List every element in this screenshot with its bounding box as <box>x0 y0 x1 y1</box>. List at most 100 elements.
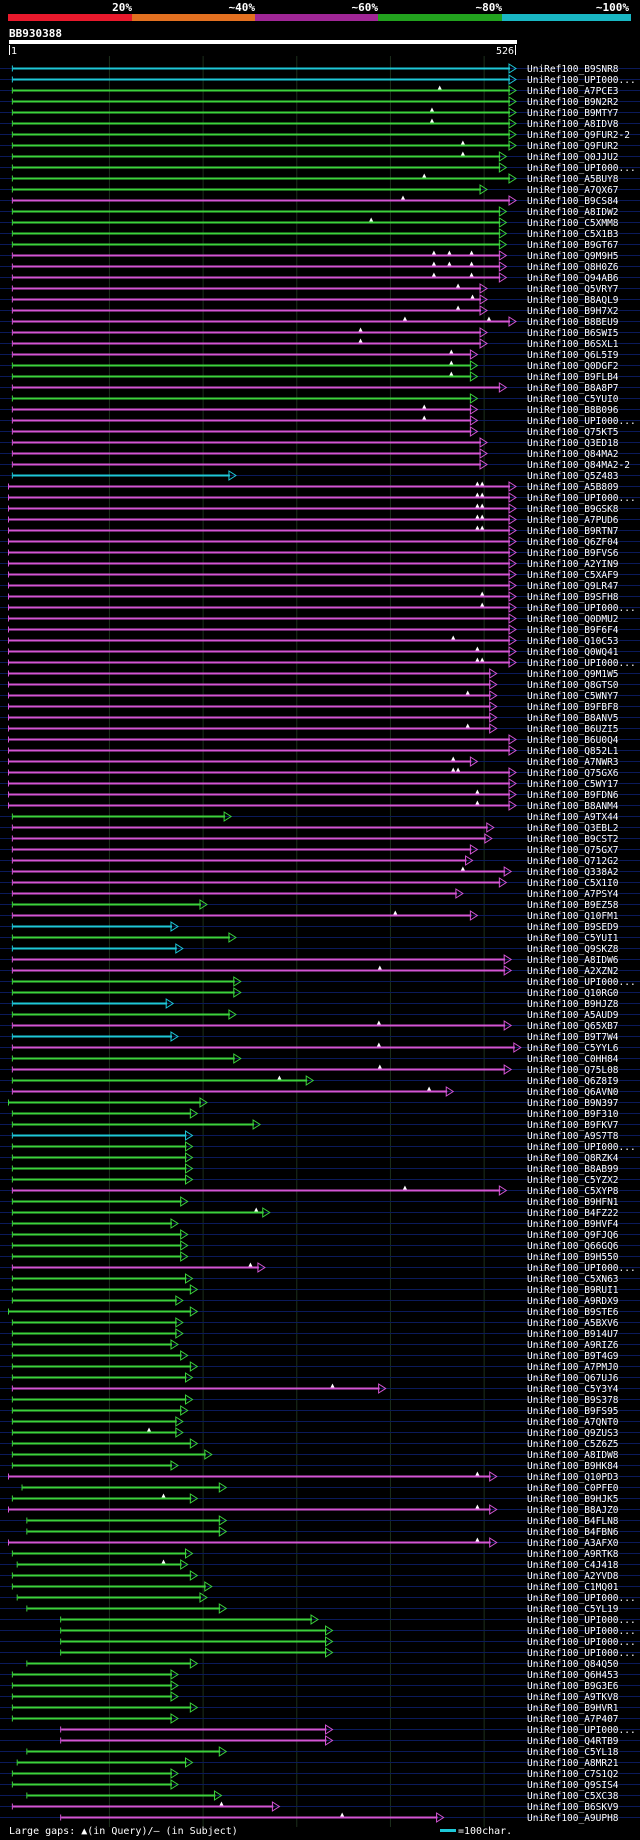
hit-row[interactable]: UniRef100_A9RDX9 <box>0 1295 640 1307</box>
hit-row[interactable]: UniRef100_B9FVS6 <box>0 547 640 559</box>
hit-label[interactable]: UniRef100_Q5VRY7 <box>527 284 619 295</box>
hit-row[interactable]: UniRef100_B9G3E6 <box>0 1680 640 1692</box>
hit-label[interactable]: UniRef100_Q67UJ6 <box>527 1373 619 1384</box>
hit-label[interactable]: UniRef100_C5XN63 <box>527 1274 619 1285</box>
hit-row[interactable]: UniRef100_A8IDV8 <box>0 118 640 131</box>
hit-row[interactable]: UniRef100_A3AFX0 <box>0 1537 640 1550</box>
hit-label[interactable]: UniRef100_Q9SKZ8 <box>527 944 619 955</box>
hit-row[interactable]: UniRef100_Q6AVN0 <box>0 1086 640 1099</box>
hit-label[interactable]: UniRef100_B4FBN6 <box>527 1527 619 1538</box>
hit-label[interactable]: UniRef100_Q0WQ41 <box>527 647 619 658</box>
hit-row[interactable]: UniRef100_C5X1I0 <box>0 877 640 889</box>
hit-label[interactable]: UniRef100_B9T4G9 <box>527 1351 619 1362</box>
hit-label[interactable]: UniRef100_B6UZI5 <box>527 724 619 735</box>
hit-label[interactable]: UniRef100_B8AJZ0 <box>527 1505 619 1516</box>
hit-label[interactable]: UniRef100_Q9M9H5 <box>527 251 619 262</box>
hit-label[interactable]: UniRef100_B9FVS6 <box>527 548 619 559</box>
hit-row[interactable]: UniRef100_A7QX67 <box>0 184 640 196</box>
hit-row[interactable]: UniRef100_B9F6F4 <box>0 624 640 636</box>
hit-row[interactable]: UniRef100_Q852L1 <box>0 745 640 757</box>
hit-row[interactable]: UniRef100_B9FKV7 <box>0 1119 640 1131</box>
hit-label[interactable]: UniRef100_Q6ZF04 <box>527 537 619 548</box>
hit-row[interactable]: UniRef100_C5XAF9 <box>0 569 640 581</box>
hit-label[interactable]: UniRef100_Q75GX6 <box>527 768 619 779</box>
hit-label[interactable]: UniRef100_Q0DGF2 <box>527 361 619 372</box>
hit-label[interactable]: UniRef100_A7PCE3 <box>527 86 619 97</box>
hit-row[interactable]: UniRef100_C5Y3Y4 <box>0 1383 640 1396</box>
hit-label[interactable]: UniRef100_A8IDV8 <box>527 119 619 130</box>
hit-row[interactable]: UniRef100_Q84MA2 <box>0 448 640 460</box>
hit-row[interactable]: UniRef100_C1MQ01 <box>0 1581 640 1593</box>
hit-label[interactable]: UniRef100_UPI000... <box>527 603 636 614</box>
hit-row[interactable]: UniRef100_A9S7T8 <box>0 1130 640 1142</box>
hit-row[interactable]: UniRef100_A5B809 <box>0 481 640 494</box>
hit-row[interactable]: UniRef100_UPI000... <box>0 162 640 174</box>
hit-row[interactable]: UniRef100_A8MR21 <box>0 1757 640 1769</box>
hit-label[interactable]: UniRef100_UPI000... <box>527 493 636 504</box>
hit-label[interactable]: UniRef100_Q338A2 <box>527 867 619 878</box>
hit-label[interactable]: UniRef100_B914U7 <box>527 1329 619 1340</box>
hit-label[interactable]: UniRef100_B8BEU9 <box>527 317 619 328</box>
hit-row[interactable]: UniRef100_B9N397 <box>0 1097 640 1109</box>
hit-label[interactable]: UniRef100_Q6H453 <box>527 1670 619 1681</box>
hit-label[interactable]: UniRef100_B9FKV7 <box>527 1120 619 1131</box>
hit-row[interactable]: UniRef100_B9SNR8 <box>0 63 640 75</box>
hit-label[interactable]: UniRef100_C5WNY7 <box>527 691 619 702</box>
hit-row[interactable]: UniRef100_B9SFH8 <box>0 591 640 604</box>
hit-row[interactable]: UniRef100_Q10FM1 <box>0 910 640 923</box>
hit-label[interactable]: UniRef100_A8IDW2 <box>527 207 619 218</box>
hit-label[interactable]: UniRef100_B9HK84 <box>527 1461 619 1472</box>
hit-row[interactable]: UniRef100_B8A8P7 <box>0 382 640 394</box>
hit-row[interactable]: UniRef100_B9T7W4 <box>0 1031 640 1043</box>
hit-label[interactable]: UniRef100_C5YUI1 <box>527 933 619 944</box>
hit-row[interactable]: UniRef100_A9RIZ6 <box>0 1339 640 1351</box>
hit-label[interactable]: UniRef100_C5XAF9 <box>527 570 619 581</box>
hit-label[interactable]: UniRef100_UPI000... <box>527 1626 636 1637</box>
hit-row[interactable]: UniRef100_Q84MA2-2 <box>0 459 640 471</box>
hit-label[interactable]: UniRef100_Q9SIS4 <box>527 1780 619 1791</box>
hit-row[interactable]: UniRef100_B9N2R2 <box>0 96 640 108</box>
hit-label[interactable]: UniRef100_B9SFH8 <box>527 592 619 603</box>
hit-row[interactable]: UniRef100_A5BUY8 <box>0 173 640 186</box>
hit-row[interactable]: UniRef100_B9FDN6 <box>0 789 640 802</box>
hit-label[interactable]: UniRef100_B9F6F4 <box>527 625 619 636</box>
hit-label[interactable]: UniRef100_UPI000... <box>527 75 636 86</box>
hit-label[interactable]: UniRef100_B9CS84 <box>527 196 619 207</box>
hit-row[interactable]: UniRef100_A7PCE3 <box>0 85 640 98</box>
hit-label[interactable]: UniRef100_Q9LR47 <box>527 581 619 592</box>
hit-label[interactable]: UniRef100_Q94AB6 <box>527 273 619 284</box>
hit-row[interactable]: UniRef100_B8AJZ0 <box>0 1504 640 1517</box>
hit-label[interactable]: UniRef100_Q9ZUS3 <box>527 1428 619 1439</box>
hit-label[interactable]: UniRef100_A8MR21 <box>527 1758 619 1769</box>
hit-label[interactable]: UniRef100_UPI000... <box>527 1615 636 1626</box>
hit-label[interactable]: UniRef100_B9RUI1 <box>527 1285 619 1296</box>
hit-row[interactable]: UniRef100_B4FZ22 <box>0 1207 640 1220</box>
hit-label[interactable]: UniRef100_A7PMJ0 <box>527 1362 619 1373</box>
hit-row[interactable]: UniRef100_B9HK84 <box>0 1460 640 1472</box>
hit-row[interactable]: UniRef100_A7P407 <box>0 1713 640 1725</box>
hit-row[interactable]: UniRef100_A9UPH8 <box>0 1812 640 1825</box>
hit-label[interactable]: UniRef100_A7PUD6 <box>527 515 619 526</box>
hit-label[interactable]: UniRef100_Q75GX7 <box>527 845 619 856</box>
hit-row[interactable]: UniRef100_B9F310 <box>0 1108 640 1120</box>
hit-row[interactable]: UniRef100_Q0DGF2 <box>0 360 640 373</box>
hit-label[interactable]: UniRef100_C0HH84 <box>527 1054 619 1065</box>
hit-row[interactable]: UniRef100_UPI000... <box>0 1262 640 1275</box>
hit-label[interactable]: UniRef100_B9N397 <box>527 1098 619 1109</box>
hit-row[interactable]: UniRef100_C5WNY7 <box>0 690 640 703</box>
hit-label[interactable]: UniRef100_A7PSY4 <box>527 889 619 900</box>
hit-label[interactable]: UniRef100_C7S1Q2 <box>527 1769 619 1780</box>
hit-label[interactable]: UniRef100_Q712G2 <box>527 856 619 867</box>
hit-label[interactable]: UniRef100_A9RTK8 <box>527 1549 619 1560</box>
hit-label[interactable]: UniRef100_Q84MA2 <box>527 449 619 460</box>
hit-row[interactable]: UniRef100_C5YUI1 <box>0 932 640 944</box>
hit-row[interactable]: UniRef100_B6SKV9 <box>0 1801 640 1814</box>
hit-label[interactable]: UniRef100_Q3ED18 <box>527 438 619 449</box>
hit-label[interactable]: UniRef100_C5YUI0 <box>527 394 619 405</box>
hit-label[interactable]: UniRef100_A5B809 <box>527 482 619 493</box>
hit-label[interactable]: UniRef100_B8AQL9 <box>527 295 619 306</box>
hit-row[interactable]: UniRef100_B9CST2 <box>0 833 640 845</box>
hit-row[interactable]: UniRef100_B9FBF8 <box>0 701 640 713</box>
hit-row[interactable]: UniRef100_A8IDW6 <box>0 954 640 966</box>
hit-row[interactable]: UniRef100_Q9M1W5 <box>0 668 640 680</box>
